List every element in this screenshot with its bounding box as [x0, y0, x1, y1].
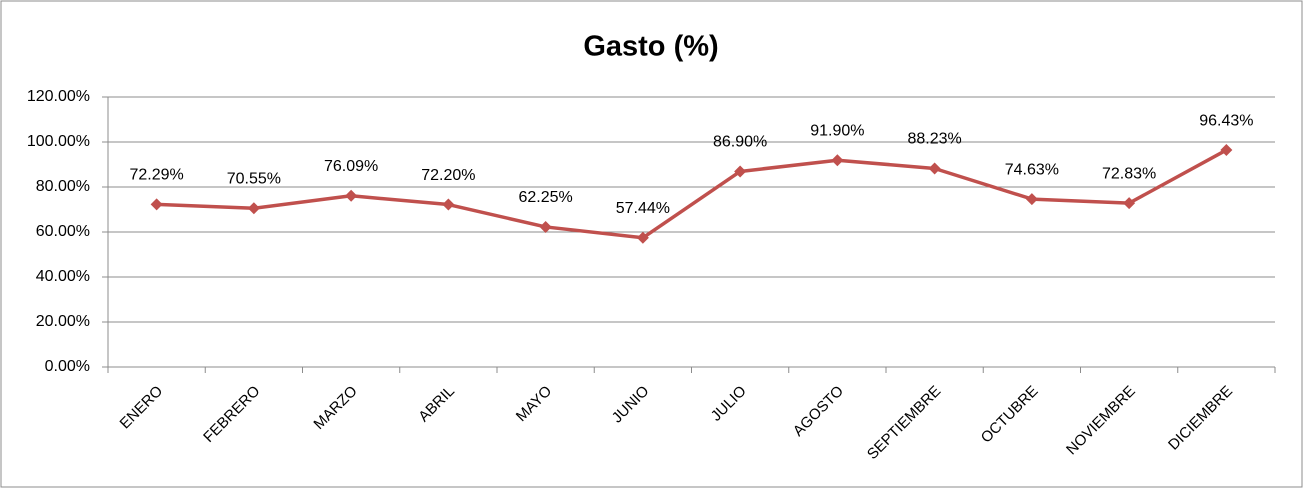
data-marker	[150, 198, 163, 211]
data-label: 72.83%	[1102, 165, 1156, 182]
data-label: 91.90%	[810, 122, 864, 139]
y-tick-label: 100.00%	[27, 133, 90, 150]
data-marker	[1220, 144, 1233, 157]
data-label: 86.90%	[713, 134, 767, 151]
data-label: 74.63%	[1005, 161, 1059, 178]
y-tick-label: 40.00%	[36, 268, 90, 285]
data-marker	[636, 231, 649, 244]
data-marker	[1025, 193, 1038, 206]
data-marker	[539, 220, 552, 233]
y-tick-label: 120.00%	[27, 88, 90, 105]
data-label: 88.23%	[907, 131, 961, 148]
y-tick-label: 80.00%	[36, 178, 90, 195]
chart-title: Gasto (%)	[583, 31, 718, 63]
y-tick-label: 0.00%	[45, 358, 90, 375]
data-label: 96.43%	[1199, 112, 1253, 129]
data-marker	[247, 202, 260, 215]
data-marker	[831, 154, 844, 167]
data-label: 70.55%	[227, 170, 281, 187]
data-marker	[345, 189, 358, 202]
data-marker	[928, 162, 941, 175]
y-tick-label: 60.00%	[36, 223, 90, 240]
data-label: 76.09%	[324, 158, 378, 175]
data-line	[156, 148, 1228, 240]
data-label: 72.29%	[129, 167, 183, 184]
data-marker	[442, 198, 455, 211]
y-tick-label: 20.00%	[36, 313, 90, 330]
data-marker	[734, 165, 747, 178]
data-label: 62.25%	[518, 189, 572, 206]
data-label: 57.44%	[616, 200, 670, 217]
data-label: 72.20%	[421, 167, 475, 184]
data-marker	[1123, 197, 1136, 210]
